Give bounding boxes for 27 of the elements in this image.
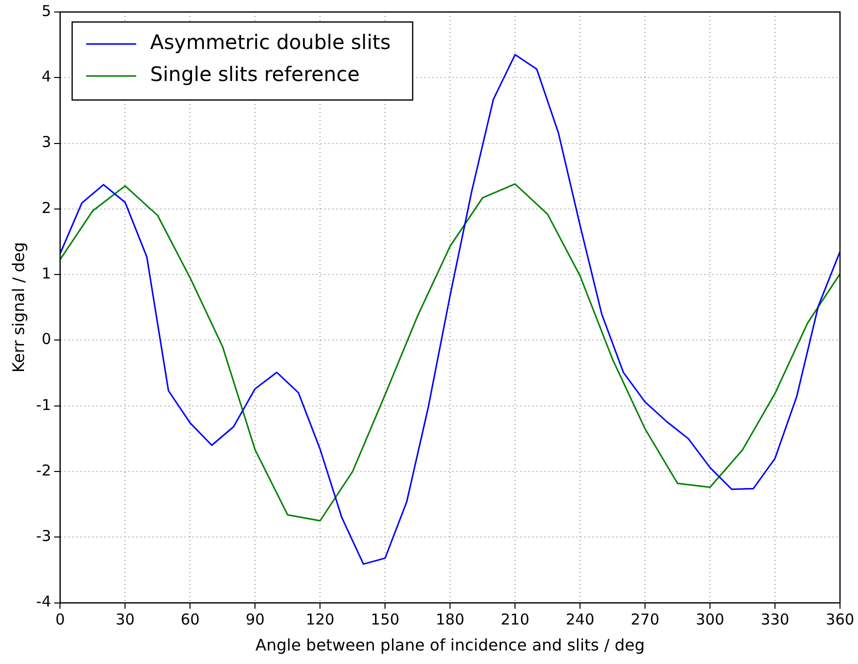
y-tick-label: 1 xyxy=(42,264,52,282)
y-tick-label: 3 xyxy=(42,133,52,152)
y-tick-label: -2 xyxy=(36,461,52,480)
y-tick-label: -1 xyxy=(36,396,52,414)
x-tick-label: 330 xyxy=(760,610,790,629)
y-tick-label: -4 xyxy=(36,592,52,611)
x-tick-label: 150 xyxy=(370,610,400,629)
legend-label: Asymmetric double slits xyxy=(150,30,391,54)
x-tick-label: 0 xyxy=(55,610,65,629)
y-tick-label: 0 xyxy=(42,330,52,348)
x-tick-label: 210 xyxy=(500,610,530,629)
y-axis-title: Kerr signal / deg xyxy=(8,242,28,373)
y-tick-label: -3 xyxy=(36,527,52,546)
y-tick-label: 4 xyxy=(42,68,52,86)
x-tick-label: 60 xyxy=(180,610,200,629)
x-tick-label: 300 xyxy=(696,610,724,629)
legend-label: Single slits reference xyxy=(150,62,360,86)
x-tick-label: 30 xyxy=(116,610,135,629)
x-tick-label: 360 xyxy=(826,610,854,629)
x-tick-label: 120 xyxy=(306,610,334,629)
x-tick-label: 90 xyxy=(246,610,265,629)
y-tick-label: 2 xyxy=(42,198,52,217)
y-tick-label: 5 xyxy=(42,2,52,20)
x-axis-title: Angle between plane of incidence and slits / deg xyxy=(255,636,645,655)
x-tick-label: 240 xyxy=(566,610,594,629)
x-tick-label: 270 xyxy=(630,610,660,629)
x-tick-label: 180 xyxy=(436,610,464,629)
